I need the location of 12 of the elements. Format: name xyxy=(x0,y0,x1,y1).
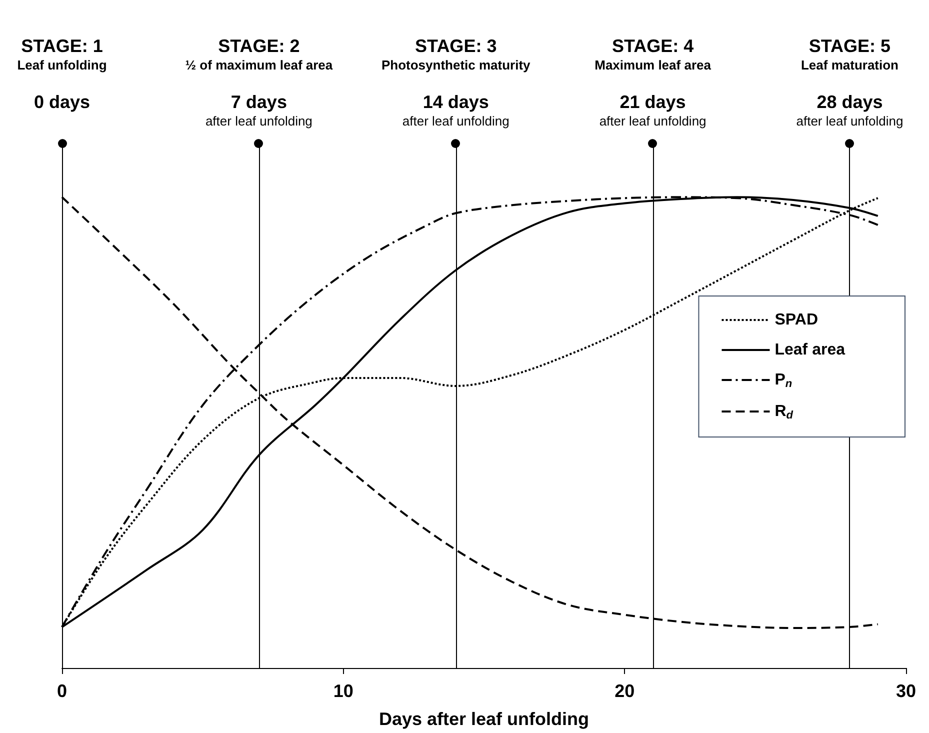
text: STAGE: 3 Photosynthetic maturity 14 days after leaf unfolding xyxy=(381,36,530,128)
legend-label: SPAD xyxy=(774,312,818,328)
text: STAGE: 4 Maximum leaf area 21 days after leaf unfolding xyxy=(594,36,711,128)
legend-label: Leaf area xyxy=(774,342,846,358)
x-tick-label: 20 xyxy=(614,681,635,701)
x-tick-label: 0 xyxy=(56,681,68,701)
text: STAGE: 2 ½ of maximum leaf area 7 days after leaf unfolding xyxy=(185,36,333,128)
text: STAGE: 1 Leaf unfolding 0 days xyxy=(17,36,107,112)
x-axis-title: Days after leaf unfolding xyxy=(378,709,590,729)
x-tick-label: 10 xyxy=(333,681,354,701)
text: STAGE: 5 Leaf maturation 28 days after leaf unfolding xyxy=(796,36,904,128)
x-tick-label: 30 xyxy=(896,681,916,701)
